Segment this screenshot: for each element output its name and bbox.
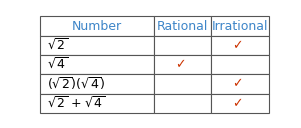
Bar [154,74,211,94]
Text: ✓: ✓ [175,58,186,71]
Text: Number: Number [72,19,122,33]
Text: ✓: ✓ [232,39,243,52]
Bar [211,55,268,74]
Bar [40,94,154,113]
Bar [211,36,268,55]
Bar [40,36,154,55]
Bar [154,36,211,55]
Bar [211,94,268,113]
Text: $\sqrt{4}$: $\sqrt{4}$ [47,57,68,72]
Bar [40,16,154,36]
Text: ✓: ✓ [232,97,243,110]
Text: $\sqrt{2}$ + $\sqrt{4}$: $\sqrt{2}$ + $\sqrt{4}$ [47,96,105,111]
Text: $\sqrt{2}$: $\sqrt{2}$ [47,38,68,53]
Text: Rational: Rational [157,19,209,33]
Bar [40,74,154,94]
Bar [154,55,211,74]
Text: ✓: ✓ [232,77,243,90]
Bar [40,55,154,74]
Bar [211,74,268,94]
Text: Irrational: Irrational [212,19,268,33]
Text: $(\sqrt{2})(\sqrt{4})$: $(\sqrt{2})(\sqrt{4})$ [47,76,105,92]
Bar [154,94,211,113]
Bar [211,16,268,36]
Bar [154,16,211,36]
